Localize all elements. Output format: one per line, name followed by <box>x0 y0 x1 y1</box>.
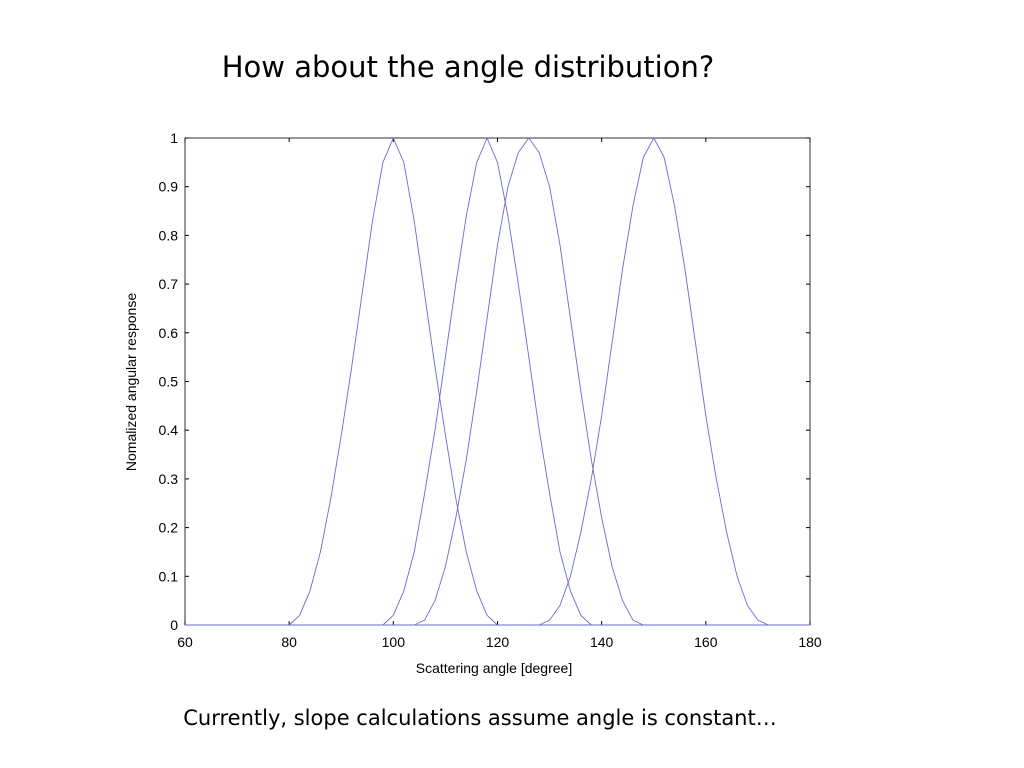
y-tick-label: 0.9 <box>159 179 179 195</box>
plot-frame <box>184 137 811 626</box>
x-tick-label: 80 <box>281 634 297 650</box>
y-tick-label: 0.5 <box>159 374 179 390</box>
ticks: 60 80 100 120 140 160 180 0 0.1 0.2 0.3 0.4 0.5 0.6 0.… <box>159 130 822 650</box>
y-axis-label: Nomalized angular response <box>123 293 139 471</box>
y-tick-label: 0.3 <box>159 471 179 487</box>
x-tick-label: 180 <box>798 634 822 650</box>
x-tick-label: 160 <box>694 634 718 650</box>
y-tick-label: 1 <box>170 130 178 146</box>
x-tick-label: 100 <box>382 634 406 650</box>
y-tick-label: 0 <box>170 617 178 633</box>
x-tick-label: 140 <box>590 634 614 650</box>
x-tick-label: 60 <box>177 634 193 650</box>
series-line-1 <box>185 137 810 626</box>
series-line-2 <box>185 137 810 626</box>
y-tick-label: 0.1 <box>159 568 179 584</box>
slide-title: How about the angle distribution? <box>221 50 715 84</box>
y-tick-label: 0.7 <box>159 276 179 292</box>
series-line-4 <box>185 137 810 626</box>
axes <box>184 137 811 626</box>
slide-caption: Currently, slope calculations assume ang… <box>183 706 777 730</box>
y-tick-label: 0.6 <box>159 325 179 341</box>
y-tick-label: 0.4 <box>159 422 179 438</box>
x-tick-label: 120 <box>486 634 510 650</box>
y-tick-label: 0.8 <box>159 227 179 243</box>
series-line-3 <box>185 137 810 626</box>
y-tick-label: 0.2 <box>159 520 179 536</box>
series-lines <box>185 137 810 626</box>
x-axis-label: Scattering angle [degree] <box>416 660 572 676</box>
